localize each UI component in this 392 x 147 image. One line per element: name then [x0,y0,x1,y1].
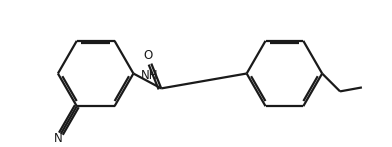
Text: O: O [144,49,153,62]
Text: N: N [54,132,62,145]
Text: NH: NH [141,69,158,81]
